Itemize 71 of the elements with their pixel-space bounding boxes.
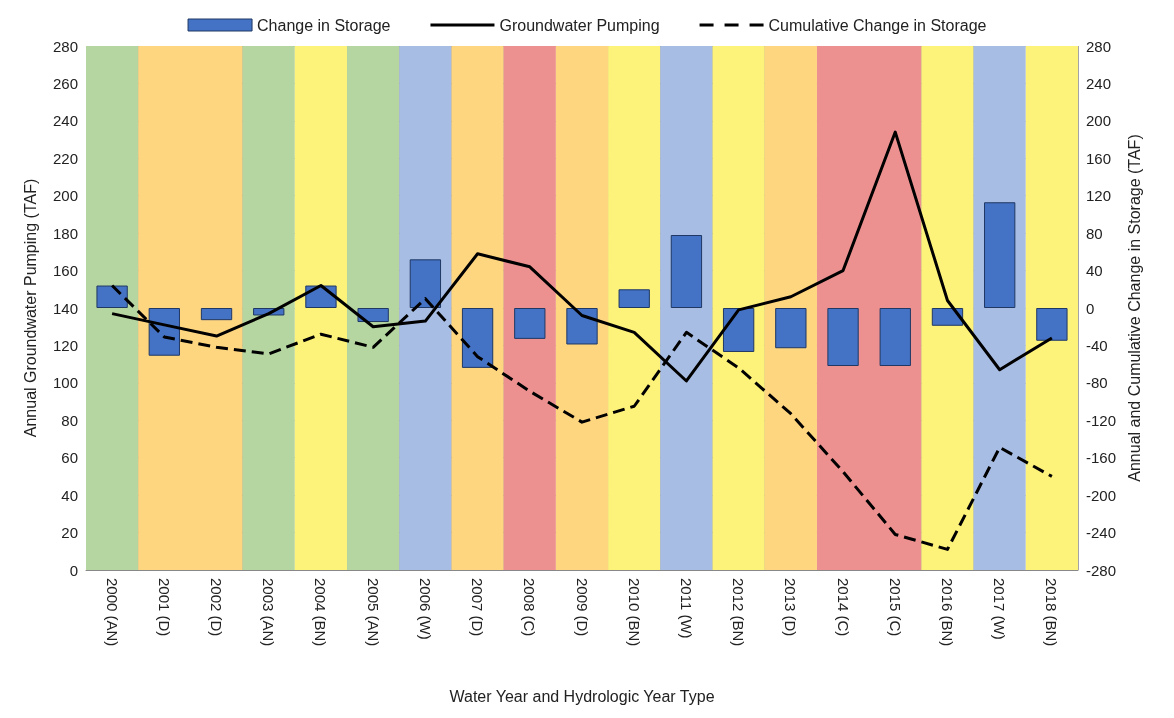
bar [200,308,233,321]
legend-label: Cumulative Change in Storage [768,16,987,34]
y2-tick-label: 0 [1086,299,1095,317]
y2-tick-label: 280 [1086,37,1112,55]
y-axis-title: Annual Groundwater Pumping (TAF) [21,178,39,438]
legend-label: Groundwater Pumping [499,16,660,34]
y-tick-label: 220 [52,149,78,167]
bar [931,308,964,326]
x-tick-label: 2013 (D) [782,578,800,637]
x-tick-label: 2004 (BN) [312,578,330,647]
x-tick-label: 2016 (BN) [938,578,956,647]
x-tick-label: 2010 (BN) [625,578,643,647]
y2-tick-label: 240 [1086,74,1112,92]
x-tick-label: 2005 (AN) [364,578,382,647]
y-tick-label: 20 [61,524,78,542]
y2-tick-label: -80 [1086,374,1108,392]
bar [514,308,546,339]
y-tick-label: 60 [61,449,78,467]
x-tick-label: 2018 (BN) [1043,578,1061,647]
bar [1036,308,1068,341]
bar [409,259,442,308]
x-tick-label: 2014 (C) [834,578,852,637]
y2-tick-label: -240 [1086,524,1117,542]
y-tick-label: 160 [52,262,78,280]
y-tick-label: 40 [61,486,78,504]
y-tick-label: 240 [52,112,78,130]
y-tick-label: 280 [52,37,78,55]
x-tick-label: 2007 (D) [469,578,487,637]
bar [722,308,755,352]
y2-tick-label: 200 [1086,112,1112,130]
x-tick-label: 2009 (D) [573,578,591,637]
y2-tick-label: 80 [1086,224,1103,242]
y-tick-label: 120 [52,336,78,354]
x-tick-label: 2000 (AN) [103,578,121,647]
x-tick-label: 2003 (AN) [260,578,278,647]
bar [670,235,703,308]
legend-label: Change in Storage [257,16,391,34]
y-tick-label: 0 [69,561,78,579]
bar [984,202,1016,308]
bar [618,289,650,308]
bar [827,308,859,367]
bar [357,308,389,323]
x-tick-label: 2011 (W) [677,578,695,639]
bar [566,308,598,345]
y2-tick-label: -120 [1086,411,1117,429]
x-tick-label: 2012 (BN) [730,578,748,647]
y-tick-label: 180 [52,224,78,242]
y-tick-label: 140 [52,299,78,317]
bar [879,308,911,367]
x-axis-title: Water Year and Hydrologic Year Type [449,687,715,705]
y2-tick-label: 120 [1086,187,1112,205]
y-tick-label: 200 [52,187,78,205]
y2-axis-title: Annual and Cumulative Change in Storage (TAF) [1126,134,1144,482]
x-tick-label: 2008 (C) [521,578,539,637]
x-tick-label: 2006 (W) [416,578,434,640]
x-tick-label: 2015 (C) [886,578,904,637]
bar [96,285,128,308]
y2-tick-label: -40 [1086,336,1108,354]
bar [775,308,807,349]
y2-tick-label: 160 [1086,149,1112,167]
y2-tick-label: 40 [1086,262,1103,280]
y-tick-label: 100 [52,374,78,392]
x-tick-label: 2002 (D) [208,578,226,637]
y2-tick-label: -280 [1086,561,1117,579]
x-tick-label: 2001 (D) [155,578,173,637]
y-tick-label: 260 [52,74,78,92]
x-tick-label: 2017 (W) [991,578,1009,640]
y2-tick-label: -200 [1086,486,1117,504]
bar [461,308,494,368]
y2-tick-label: -160 [1086,449,1117,467]
y-tick-label: 80 [61,411,78,429]
